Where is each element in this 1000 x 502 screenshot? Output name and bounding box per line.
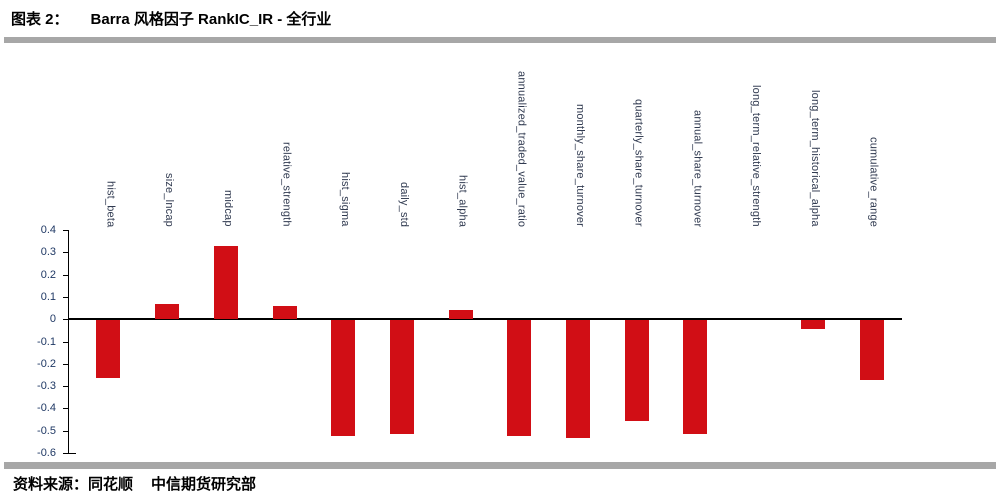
y-tick-mark [63, 230, 68, 231]
bar-long_term_historical_alpha [800, 320, 825, 330]
y-tick-mark [63, 408, 68, 410]
y-tick-mark [63, 430, 68, 432]
category-label-long_term_historical_alpha: long_term_historical_alpha [808, 90, 821, 227]
category-label-annualized_traded_value_ratio: annualized_traded_value_ratio [515, 70, 528, 227]
y-tick-label: 0.1 [40, 290, 56, 303]
footer-divider-bar [4, 462, 996, 469]
y-tick-label: -0.2 [37, 357, 56, 370]
y-tick-label: -0.3 [37, 380, 56, 393]
category-label-daily_std: daily_std [397, 181, 410, 227]
category-label-hist_sigma: hist_sigma [339, 172, 352, 227]
bar-chart: 0.4 0.3 0.2 0.1 0 -0.1 -0.2 -0.3 -0.4 -0.5 -0.6 his… [37, 70, 902, 459]
y-tick-label: 0.4 [40, 224, 56, 236]
y-tick-mark [63, 363, 68, 365]
bar-quarterly_share_turnover [624, 320, 649, 421]
bar-annualized_traded_value_ratio [507, 320, 532, 437]
figure-title: 图表 2： Barra 风格因子 RankIC_IR - 全行业 [11, 8, 331, 29]
category-label-quarterly_share_turnover: quarterly_share_turnover [632, 99, 645, 227]
category-label-long_term_relative_strength: long_term_relative_strength [750, 85, 763, 227]
category-label-annual_share_turnover: annual_share_turnover [691, 109, 704, 227]
y-tick-mark [63, 296, 68, 298]
y-tick-mark [63, 341, 68, 343]
y-tick-mark [63, 252, 68, 254]
y-tick-label: 0.3 [40, 246, 56, 259]
y-tick-mark [63, 274, 68, 276]
figure-number-label: 图表 2： [11, 11, 69, 28]
y-tick-label: 0 [49, 313, 56, 326]
source-name: 同花顺 [88, 476, 134, 493]
bar-monthly_share_turnover [566, 320, 590, 439]
y-tick-label: -0.5 [37, 424, 56, 437]
bar-daily_std [389, 320, 414, 434]
bar-annual_share_turnover [683, 320, 708, 434]
zero-axis-line [68, 318, 902, 321]
y-axis-line [68, 230, 69, 454]
category-label-relative_strength: relative_strength [280, 142, 293, 227]
bar-relative_strength [272, 305, 297, 320]
category-label-midcap: midcap [221, 190, 234, 227]
bar-midcap [213, 245, 238, 320]
y-tick-mark [63, 453, 76, 454]
category-label-hist_alpha: hist_alpha [456, 174, 469, 227]
category-label-size_lncap: size_lncap [163, 173, 176, 227]
bar-hist_alpha [448, 310, 473, 320]
y-tick-label: -0.1 [37, 335, 56, 348]
bar-size_lncap [155, 303, 180, 320]
bar-hist_sigma [331, 320, 356, 437]
source-note: 资料来源：同花顺 中信期货研究部 [13, 473, 256, 494]
y-tick-label: -0.6 [37, 447, 56, 459]
y-tick-mark [63, 386, 68, 388]
title-divider-bar [4, 37, 996, 43]
bar-hist_beta [96, 320, 121, 379]
bar-cumulative_range [859, 320, 884, 381]
y-tick-label: 0.2 [40, 268, 56, 281]
category-label-cumulative_range: cumulative_range [867, 136, 880, 227]
source-name: 中信期货研究部 [151, 476, 257, 493]
category-label-hist_beta: hist_beta [104, 180, 117, 227]
source-label: 资料来源： [13, 476, 89, 493]
y-tick-label: -0.4 [37, 402, 56, 415]
y-tick-mark [63, 319, 68, 321]
category-label-monthly_share_turnover: monthly_share_turnover [574, 103, 586, 227]
figure-title-text: Barra 风格因子 RankIC_IR - 全行业 [90, 11, 332, 28]
